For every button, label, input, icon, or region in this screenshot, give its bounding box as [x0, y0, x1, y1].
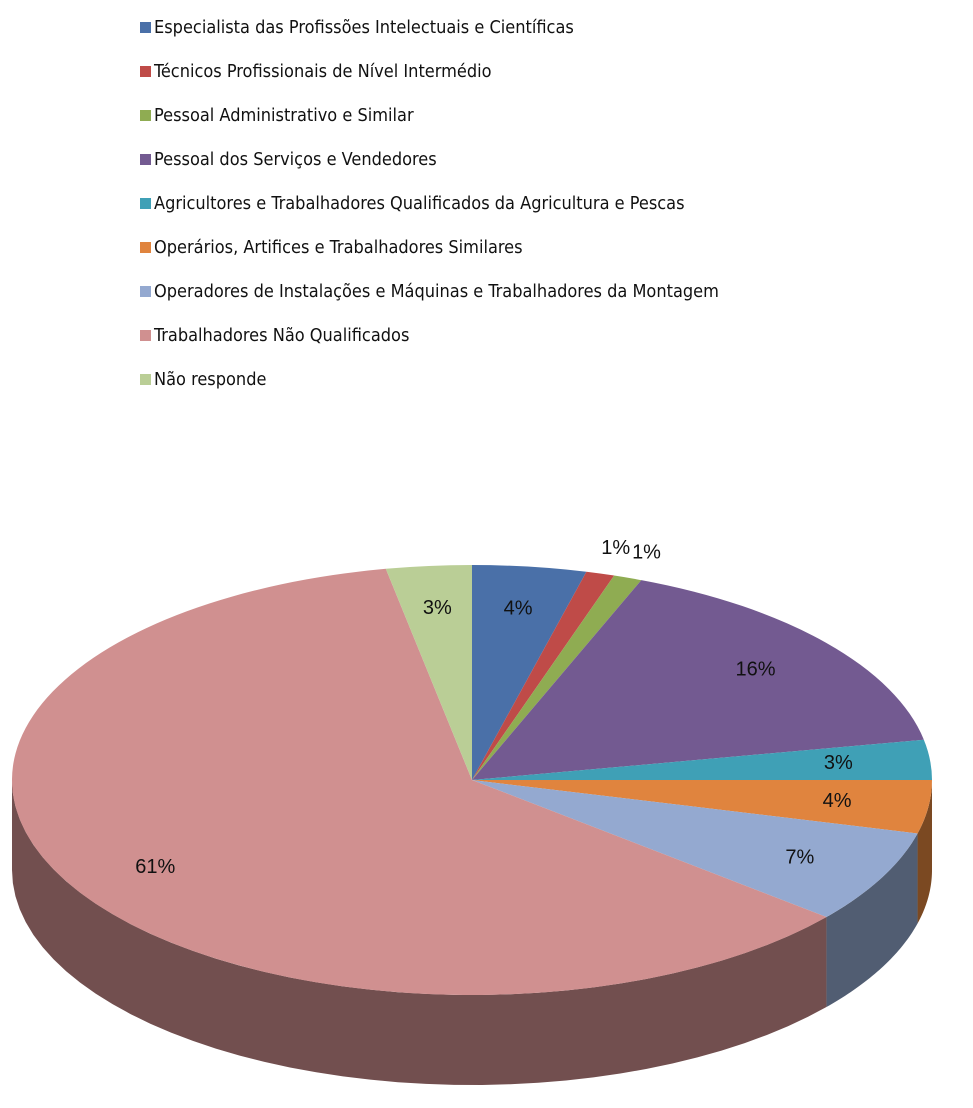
- data-label: 1%: [601, 537, 630, 559]
- slice: [472, 571, 615, 780]
- legend-swatch: [140, 198, 151, 209]
- legend-swatch: [140, 110, 151, 121]
- legend-swatch: [140, 330, 151, 341]
- slice: [385, 565, 472, 780]
- legend-label: Pessoal dos Serviços e Vendedores: [154, 149, 437, 170]
- slice-side: [12, 780, 827, 1085]
- legend-label: Não responde: [154, 369, 266, 390]
- legend-swatch: [140, 66, 151, 77]
- data-label: 1%: [632, 542, 661, 564]
- slice-side: [826, 833, 918, 1008]
- data-label: 7%: [785, 846, 814, 868]
- data-label: 3%: [824, 752, 853, 774]
- legend-label: Pessoal Administrativo e Similar: [154, 105, 414, 126]
- legend-swatch: [140, 22, 151, 33]
- slice: [472, 575, 642, 780]
- data-label: 3%: [423, 597, 452, 619]
- slice: [472, 780, 932, 834]
- slice: [472, 739, 932, 780]
- legend-label: Trabalhadores Não Qualificados: [153, 325, 409, 346]
- slice-side: [917, 780, 932, 924]
- legend-swatch: [140, 154, 151, 165]
- data-label: 16%: [736, 659, 776, 681]
- legend-swatch: [140, 286, 151, 297]
- legend-label: Técnicos Profissionais de Nível Interméd…: [153, 61, 492, 82]
- legend-label: Agricultores e Trabalhadores Qualificado…: [154, 193, 685, 214]
- legend-label: Operadores de Instalações e Máquinas e T…: [154, 281, 719, 302]
- legend-swatch: [140, 242, 151, 253]
- legend-swatch: [140, 374, 151, 385]
- slice: [11, 568, 827, 996]
- slice: [472, 780, 918, 918]
- legend-label: Especialista das Profissões Intelectuais…: [154, 17, 574, 38]
- slice: [472, 580, 924, 780]
- data-label: 4%: [504, 598, 533, 620]
- data-label: 4%: [823, 790, 852, 812]
- slice: [472, 565, 587, 780]
- data-label: 61%: [135, 856, 175, 878]
- legend-label: Operários, Artifices e Trabalhadores Sim…: [154, 237, 523, 258]
